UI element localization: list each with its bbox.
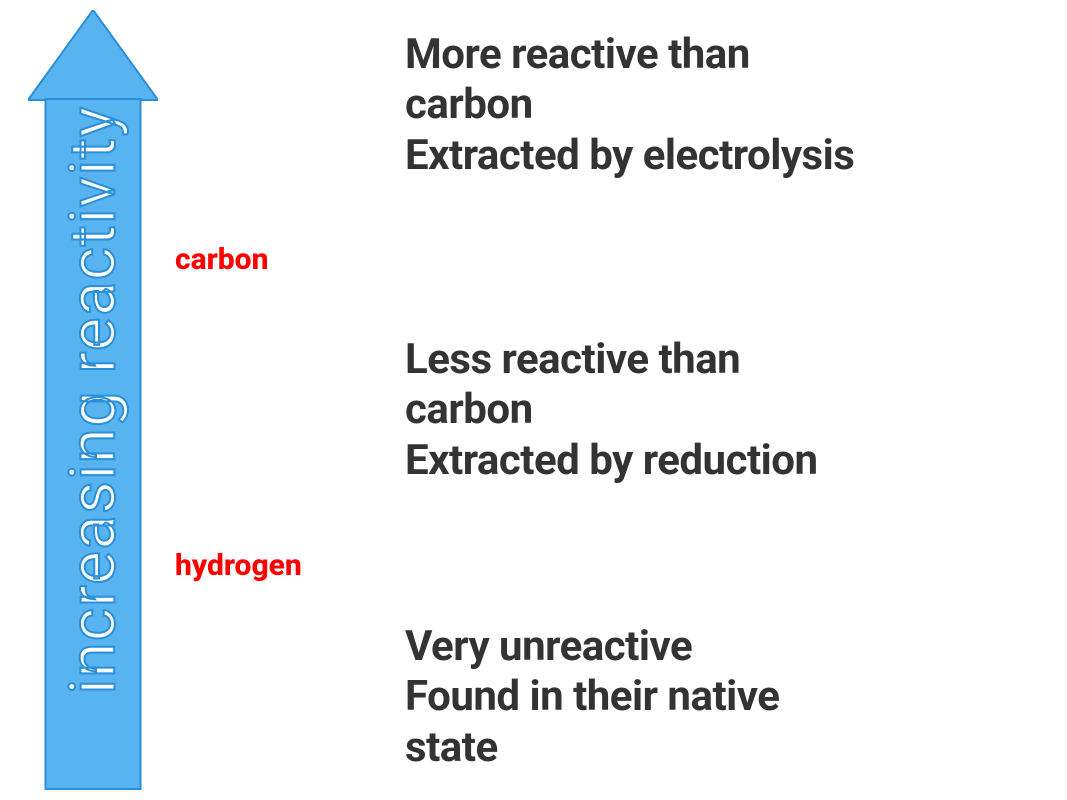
reactivity-arrow: increasing reactivity <box>45 10 140 790</box>
section-text-2: Very unreactiveFound in their nativestat… <box>405 622 779 773</box>
divider-label-carbon: carbon <box>175 242 268 277</box>
divider-label-hydrogen: hydrogen <box>175 548 302 583</box>
section-text-1: Less reactive thancarbonExtracted by red… <box>405 335 818 486</box>
arrow-label: increasing reactivity <box>55 106 130 695</box>
section-text-0: More reactive thancarbonExtracted by ele… <box>405 30 854 181</box>
arrow-head <box>28 10 158 100</box>
